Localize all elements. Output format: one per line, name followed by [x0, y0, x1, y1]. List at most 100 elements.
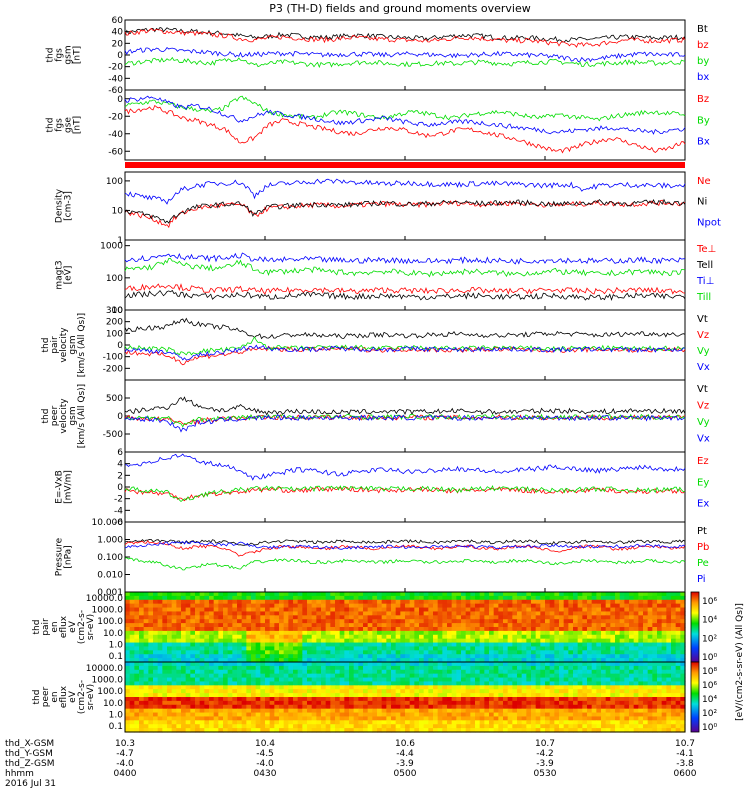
spectrogram-cell [260, 650, 266, 655]
spectrogram-cell [176, 599, 182, 605]
spectrogram-cell [213, 627, 219, 632]
spectrogram-cell [605, 720, 611, 725]
spectrogram-cell [391, 685, 397, 690]
spectrogram-cell [465, 658, 471, 663]
spectrogram-cell [162, 704, 168, 710]
spectrogram-cell [568, 646, 574, 651]
spectrogram-cell [148, 693, 154, 698]
spectrogram-cell [311, 650, 317, 655]
spectrogram-cell [307, 704, 313, 710]
spectrogram-cell [302, 634, 308, 640]
spectrogram-cell [461, 724, 467, 729]
spectrogram-cell [386, 615, 392, 620]
spectrogram-cell [209, 658, 215, 663]
spectrogram-cell [479, 673, 485, 679]
spectrogram-cell [531, 716, 537, 721]
spectrogram-cell [526, 681, 532, 686]
spectrogram-cell [260, 693, 266, 698]
spectrogram-cell [358, 708, 364, 714]
spectrogram-cell [507, 615, 513, 620]
spectrogram-cell [213, 712, 219, 718]
spectrogram-cell [419, 627, 425, 632]
spectrogram-cell [255, 603, 261, 609]
spectrogram-cell [615, 619, 621, 624]
spectrogram-cell [377, 681, 383, 686]
spectrogram-cell [218, 607, 224, 613]
spectrogram-cell [484, 720, 490, 725]
spectrogram-cell [358, 662, 364, 667]
spectrogram-cell [311, 603, 317, 609]
spectrogram-cell [391, 623, 397, 628]
spectrogram-cell [153, 634, 159, 640]
spectrogram-cell [129, 595, 135, 601]
spectrogram-cell [311, 642, 317, 648]
spectrogram-cell [451, 665, 457, 671]
spectrogram-cell [559, 665, 565, 671]
series-line-Vx [124, 414, 686, 433]
spectrogram-cell [526, 708, 532, 714]
spectrogram-cell [246, 619, 252, 624]
spectrogram-cell [428, 673, 434, 679]
spectrogram-cell [666, 704, 672, 710]
spectrogram-cell [535, 689, 541, 694]
spectrogram-cell [680, 697, 686, 702]
spectrogram-cell [619, 708, 625, 714]
spectrogram-cell [311, 673, 317, 679]
spectrogram-cell [162, 654, 168, 659]
spectrogram-cell [143, 700, 149, 706]
spectrogram-cell [493, 720, 499, 725]
spectrogram-cell [381, 720, 387, 725]
ylabel-line: velocity [59, 398, 69, 434]
ephem-value: 0530 [534, 769, 557, 779]
spectrogram-cell [349, 607, 355, 613]
spectrogram-cell [615, 728, 621, 733]
spectrogram-cell [297, 712, 303, 718]
spectrogram-cell [209, 716, 215, 721]
spectrogram-cell [377, 728, 383, 733]
spectrogram-cell [129, 728, 135, 733]
spectrogram-cell [671, 693, 677, 698]
spectrogram-cell [367, 724, 373, 729]
spectrogram-cell [372, 689, 378, 694]
spectrogram-cell [265, 716, 271, 721]
spectrogram-cell [260, 689, 266, 694]
spectrogram-cell [293, 716, 299, 721]
spectrogram-cell [307, 627, 313, 632]
spectrogram-cell [503, 607, 509, 613]
spectrogram-cell [531, 646, 537, 651]
spectrogram-cell [549, 592, 555, 597]
spectrogram-cell [167, 693, 173, 698]
spectrogram-cell [680, 615, 686, 620]
spectrogram-cell [503, 611, 509, 616]
spectrogram-cell [353, 607, 359, 613]
spectrogram-cell [633, 658, 639, 663]
spectrogram-cell [671, 708, 677, 714]
spectrogram-cell [680, 712, 686, 718]
spectrogram-cell [423, 720, 429, 725]
spectrogram-cell [610, 630, 616, 636]
spectrogram-cell [596, 611, 602, 616]
spectrogram-cell [405, 607, 411, 613]
spectrogram-cell [265, 685, 271, 690]
spectrogram-cell [465, 697, 471, 702]
spectrogram-cell [358, 669, 364, 675]
spectrogram-cell [372, 623, 378, 628]
spectrogram-cell [489, 697, 495, 702]
spectrogram-cell [531, 673, 537, 679]
spectrogram-cell [279, 669, 285, 675]
spectrogram-cell [237, 658, 243, 663]
spectrogram-cell [489, 611, 495, 616]
spectrogram-cell [358, 615, 364, 620]
spectrogram-cell [591, 627, 597, 632]
spectrogram-cell [638, 592, 644, 597]
spectrogram-cell [344, 728, 350, 733]
spectrogram-cell [358, 689, 364, 694]
spectrogram-cell [274, 693, 280, 698]
spectrogram-cell [428, 592, 434, 597]
spectrogram-cell [433, 619, 439, 624]
spectrogram-cell [633, 642, 639, 648]
spectrogram-cell [451, 697, 457, 702]
spectrogram-cell [666, 603, 672, 609]
spectrogram-cell [283, 642, 289, 648]
spectrogram-cell [428, 704, 434, 710]
